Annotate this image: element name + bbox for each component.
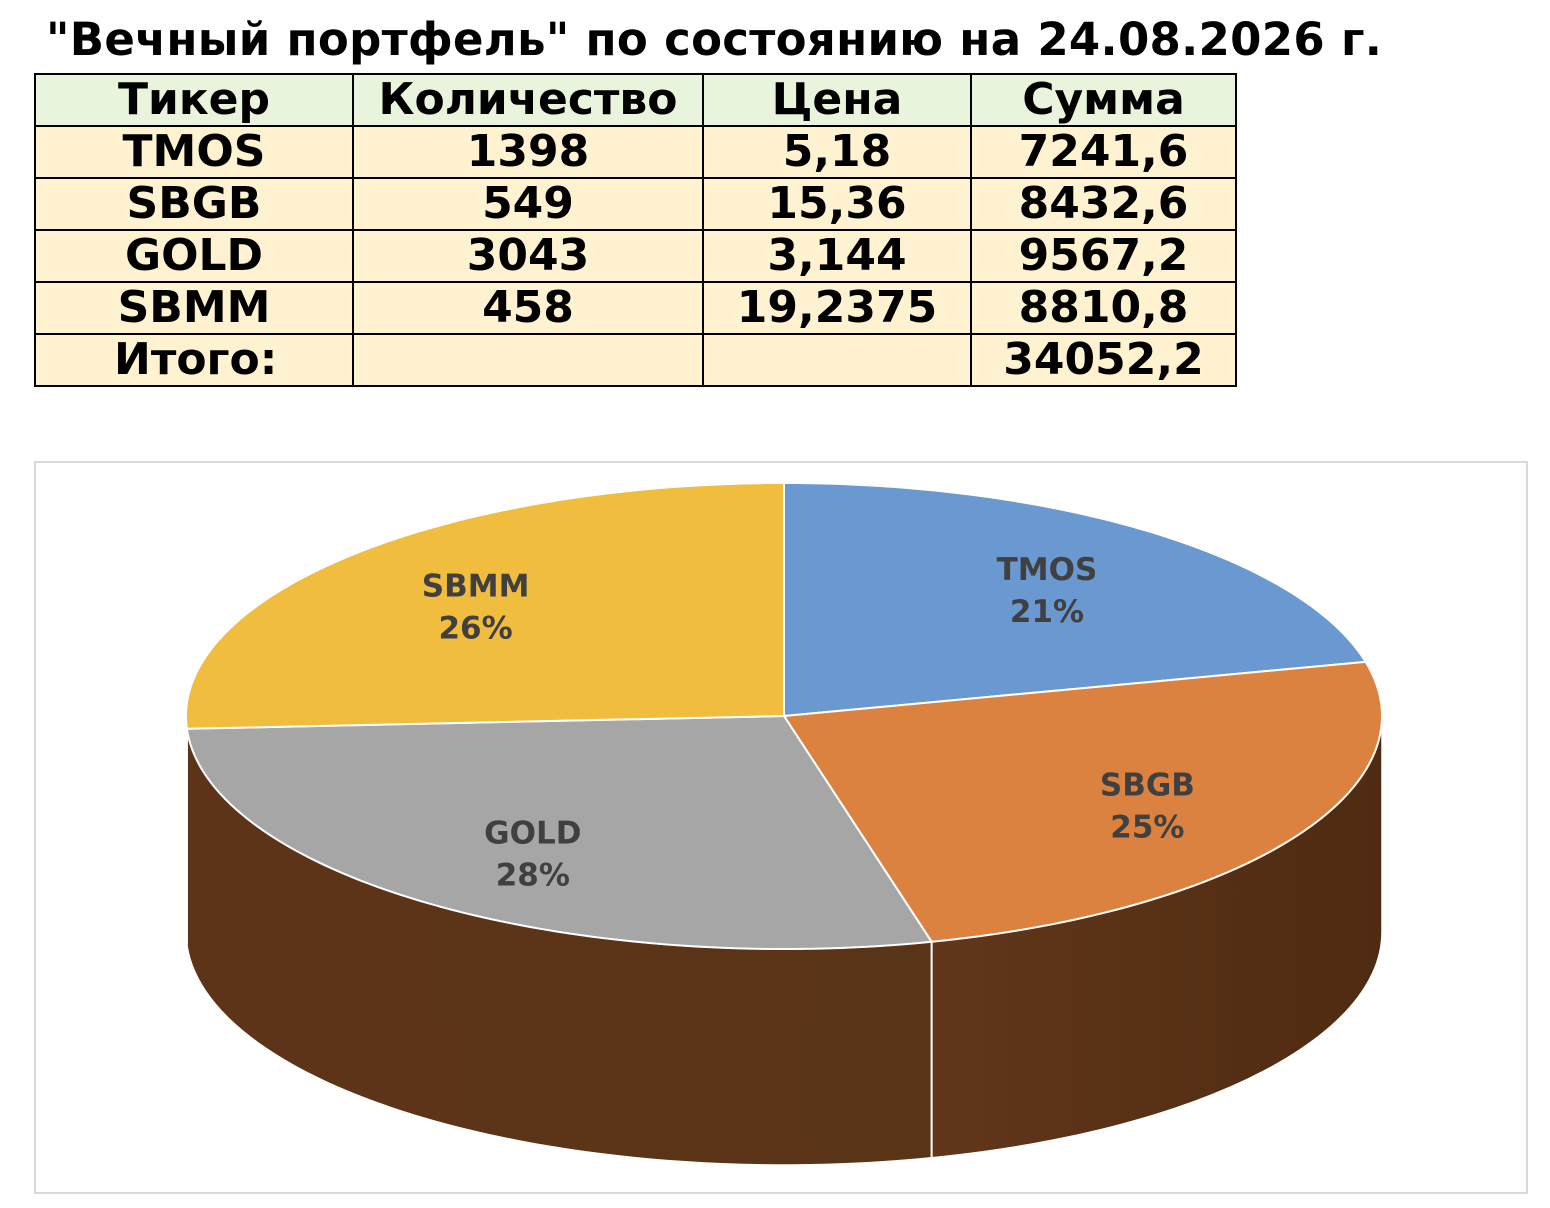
header-price: Цена (702, 73, 972, 127)
cell-price: 19,2375 (702, 281, 972, 335)
table-total-row: Итого: 34052,2 (34, 333, 1237, 387)
page-title: "Вечный портфель" по состоянию на 24.08.… (46, 13, 1383, 66)
cell-ticker: TMOS (34, 125, 354, 179)
header-ticker: Тикер (34, 73, 354, 127)
cell-quantity: 549 (352, 177, 704, 231)
cell-sum: 8810,8 (970, 281, 1237, 335)
pie-slice-tmos (783, 482, 1367, 717)
pie-labels: TMOS 21% SBGB 25% GOLD 28% SBMM 26% (422, 552, 1195, 893)
slice-label-name: GOLD (484, 815, 581, 851)
header-quantity: Количество (352, 73, 704, 127)
pie-tops (185, 482, 1383, 950)
pie-slice-sbgb (783, 660, 1383, 943)
total-sum: 34052,2 (970, 333, 1237, 387)
slice-label-name: SBMM (422, 568, 530, 604)
table-row: GOLD 3043 3,144 9567,2 (34, 229, 1237, 283)
chart-area: TMOS 21% SBGB 25% GOLD 28% SBMM 26% (34, 461, 1528, 1194)
pie-slice-gold (185, 715, 933, 950)
cell-sum: 8432,6 (970, 177, 1237, 231)
table-row: TMOS 1398 5,18 7241,6 (34, 125, 1237, 179)
cell-sum: 7241,6 (970, 125, 1237, 179)
cell-quantity: 3043 (352, 229, 704, 283)
cell-price: 5,18 (702, 125, 972, 179)
total-quantity (352, 333, 704, 387)
cell-quantity: 1398 (352, 125, 704, 179)
slice-label-percent: 26% (438, 610, 512, 646)
slice-label-name: SBGB (1100, 768, 1195, 804)
slice-label-percent: 25% (1110, 810, 1184, 846)
slice-label-percent: 21% (1010, 594, 1084, 630)
cell-ticker: SBMM (34, 281, 354, 335)
cell-quantity: 458 (352, 281, 704, 335)
portfolio-table: Тикер Количество Цена Сумма TMOS 1398 5,… (34, 73, 1237, 387)
table-row: SBGB 549 15,36 8432,6 (34, 177, 1237, 231)
total-label: Итого: (34, 333, 354, 387)
table-row: SBMM 458 19,2375 8810,8 (34, 281, 1237, 335)
cell-ticker: SBGB (34, 177, 354, 231)
cell-price: 3,144 (702, 229, 972, 283)
cell-ticker: GOLD (34, 229, 354, 283)
slice-label-name: TMOS (997, 552, 1098, 588)
table-header-row: Тикер Количество Цена Сумма (34, 73, 1237, 127)
cell-sum: 9567,2 (970, 229, 1237, 283)
total-price (702, 333, 972, 387)
pie-chart: TMOS 21% SBGB 25% GOLD 28% SBMM 26% (185, 482, 1383, 1166)
header-sum: Сумма (970, 73, 1237, 127)
slice-label-percent: 28% (496, 857, 570, 893)
cell-price: 15,36 (702, 177, 972, 231)
pie-slice-sbmm (185, 482, 785, 730)
